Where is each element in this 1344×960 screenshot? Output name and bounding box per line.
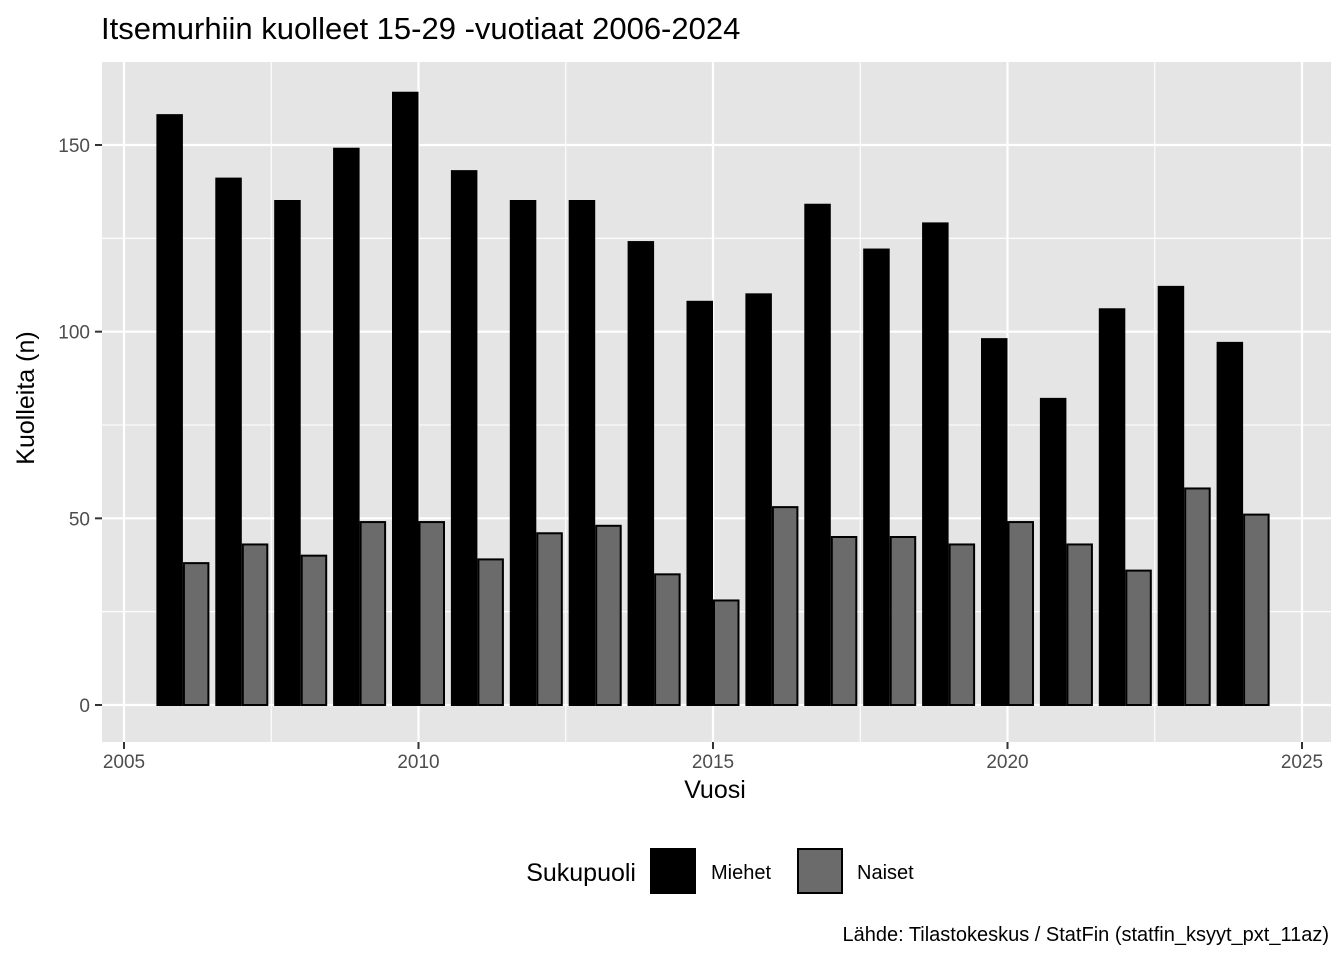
y-axis-ticks: 0 50 100 150 [58,136,102,717]
caption: Lähde: Tilastokeskus / StatFin (statfin_… [842,924,1329,946]
bar-miehet-2009 [333,147,360,706]
bar-miehet-2018 [863,248,890,707]
y-tick-label: 0 [79,696,90,717]
bar-naiset-2013 [595,524,622,706]
bar-naiset-2015 [713,599,740,707]
x-tick-label: 2020 [986,752,1028,773]
bar-miehet-2017 [804,203,831,706]
bar-naiset-2012 [536,532,563,706]
bar-miehet-2016 [745,293,772,706]
y-axis-title: Kuolleita (n) [12,331,40,464]
x-tick-label: 2010 [397,752,439,773]
bar-miehet-2024 [1216,341,1244,706]
bars [156,91,1270,707]
bar-naiset-2014 [654,573,681,706]
bar-naiset-2017 [830,536,858,706]
bar-miehet-2008 [274,200,301,706]
legend-title: Sukupuoli [526,859,636,887]
x-axis-ticks: 2005 2010 2015 2020 2025 [103,742,1323,773]
bar-miehet-2021 [1039,397,1067,706]
bar-miehet-2006 [156,114,183,706]
legend-key-naiset [797,848,843,894]
bar-miehet-2012 [509,200,537,706]
bar-naiset-2022 [1125,569,1152,706]
bar-naiset-2018 [889,536,917,706]
bar-miehet-2020 [980,338,1008,706]
bar-naiset-2006 [182,562,210,707]
bar-miehet-2011 [450,170,478,706]
chart-title: Itsemurhiin kuolleet 15-29 -vuotiaat 200… [101,11,740,46]
legend-key-miehet [650,848,696,894]
bar-naiset-2011 [477,558,504,707]
bar-miehet-2022 [1098,308,1126,706]
bar-naiset-2007 [241,543,269,707]
legend-label-miehet: Miehet [711,862,771,884]
legend: Sukupuoli Miehet Naiset [526,848,914,894]
bar-naiset-2010 [418,521,446,706]
bar-naiset-2021 [1066,543,1093,707]
x-axis-title: Vuosi [684,776,746,804]
bar-miehet-2023 [1157,285,1185,706]
y-tick-label: 50 [69,509,90,530]
x-tick-label: 2015 [692,752,734,773]
y-tick-label: 150 [58,136,90,157]
bar-miehet-2014 [627,241,655,706]
bar-miehet-2015 [686,300,713,706]
bar-miehet-2010 [391,91,419,706]
bar-naiset-2019 [948,543,976,707]
major-gridlines [102,62,1331,742]
bar-naiset-2008 [300,554,328,707]
x-tick-label: 2005 [103,752,145,773]
bar-naiset-2024 [1243,513,1270,706]
legend-label-naiset: Naiset [857,862,914,884]
bar-naiset-2020 [1007,521,1035,706]
minor-gridlines [102,62,1331,742]
bar-miehet-2007 [215,177,242,707]
bar-miehet-2013 [568,200,596,706]
y-tick-label: 100 [58,323,90,344]
bar-naiset-2016 [771,506,799,706]
x-tick-label: 2025 [1281,752,1323,773]
bar-naiset-2009 [359,521,387,706]
bar-naiset-2023 [1184,487,1211,707]
bar-miehet-2019 [922,222,949,706]
